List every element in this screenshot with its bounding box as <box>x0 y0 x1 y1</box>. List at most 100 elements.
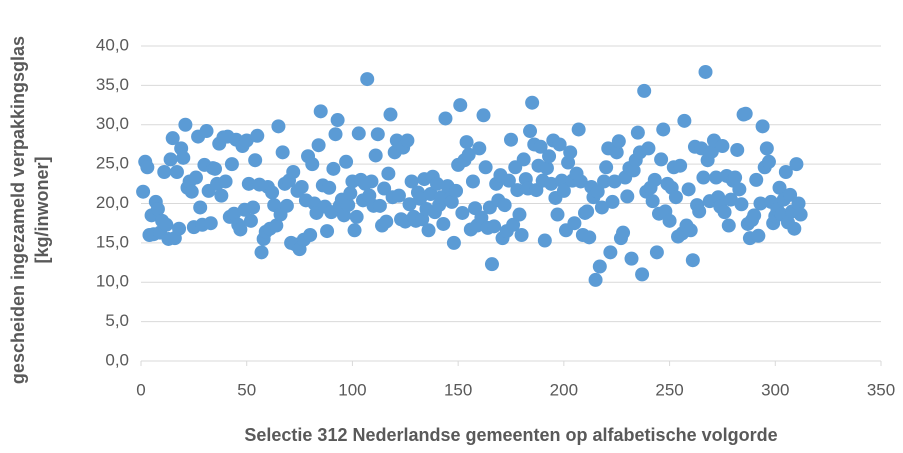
point <box>233 222 248 237</box>
x-tick-label: 200 <box>550 380 578 399</box>
point <box>286 165 301 179</box>
point <box>227 206 242 221</box>
point <box>537 233 552 248</box>
point <box>588 272 603 287</box>
point <box>696 170 711 185</box>
point <box>681 182 696 197</box>
point <box>567 216 582 231</box>
point <box>734 197 749 212</box>
point <box>294 179 309 194</box>
point <box>563 145 578 160</box>
point <box>607 174 622 189</box>
point <box>341 198 356 213</box>
point <box>723 192 738 207</box>
point <box>673 158 688 173</box>
point <box>624 251 639 266</box>
point <box>455 205 470 220</box>
point <box>641 141 656 156</box>
point <box>533 139 548 154</box>
point <box>506 217 521 232</box>
point <box>461 147 476 162</box>
x-tick-label: 150 <box>444 380 472 399</box>
y-axis-label: gescheiden ingezameld verpakkingsglas <box>8 36 28 384</box>
point <box>609 145 624 160</box>
point <box>523 124 538 139</box>
point <box>677 113 692 128</box>
point <box>140 160 155 175</box>
point <box>360 72 375 87</box>
point <box>381 166 396 181</box>
point <box>313 104 328 119</box>
point <box>446 235 461 250</box>
point <box>303 228 318 242</box>
point <box>616 225 631 240</box>
point <box>698 64 713 79</box>
point <box>208 161 222 176</box>
point <box>436 216 451 231</box>
point <box>552 137 567 152</box>
y-tick-label: 10,0 <box>96 272 129 291</box>
point <box>789 157 804 172</box>
x-axis-label: Selectie 312 Nederlandse gemeenten op al… <box>244 425 777 445</box>
point <box>728 170 743 185</box>
point <box>184 184 199 199</box>
point <box>645 194 660 209</box>
point <box>150 202 165 217</box>
point <box>193 200 208 215</box>
point <box>484 257 499 272</box>
point <box>603 245 618 260</box>
point <box>635 267 650 282</box>
point <box>404 174 419 189</box>
point <box>539 161 554 176</box>
point <box>423 187 438 202</box>
y-tick-label: 35,0 <box>96 75 129 94</box>
point <box>343 186 358 201</box>
point <box>351 126 366 141</box>
point <box>430 176 444 191</box>
point <box>159 217 174 232</box>
point <box>793 207 808 222</box>
y-tick-label: 25,0 <box>96 154 129 173</box>
point <box>254 245 269 260</box>
point <box>656 122 671 137</box>
point <box>169 165 184 179</box>
point <box>516 152 531 167</box>
point <box>305 157 320 172</box>
point <box>203 216 218 231</box>
point <box>571 122 586 137</box>
point <box>320 224 335 239</box>
point <box>787 221 802 236</box>
point <box>580 204 595 219</box>
point <box>248 153 263 168</box>
point <box>328 127 343 142</box>
point <box>239 133 254 148</box>
point <box>339 154 354 169</box>
point <box>265 185 280 200</box>
point <box>654 152 669 167</box>
x-tick-label: 250 <box>655 380 683 399</box>
x-tick-label: 300 <box>761 380 789 399</box>
point <box>550 207 565 222</box>
point <box>269 218 284 233</box>
point <box>279 198 294 213</box>
point <box>400 133 415 148</box>
point <box>772 180 787 195</box>
point <box>504 132 518 147</box>
point <box>501 173 516 188</box>
point <box>275 145 290 160</box>
point <box>685 253 700 268</box>
point <box>544 176 559 191</box>
point <box>514 228 529 242</box>
point <box>542 149 557 164</box>
x-tick-label: 100 <box>338 380 366 399</box>
point <box>465 174 480 189</box>
point <box>721 218 736 233</box>
point <box>715 139 730 154</box>
point <box>783 187 798 202</box>
point <box>224 157 239 172</box>
point <box>497 198 512 213</box>
point <box>753 196 768 211</box>
y-tick-label: 40,0 <box>96 35 129 54</box>
point <box>178 117 193 132</box>
point <box>330 113 345 128</box>
